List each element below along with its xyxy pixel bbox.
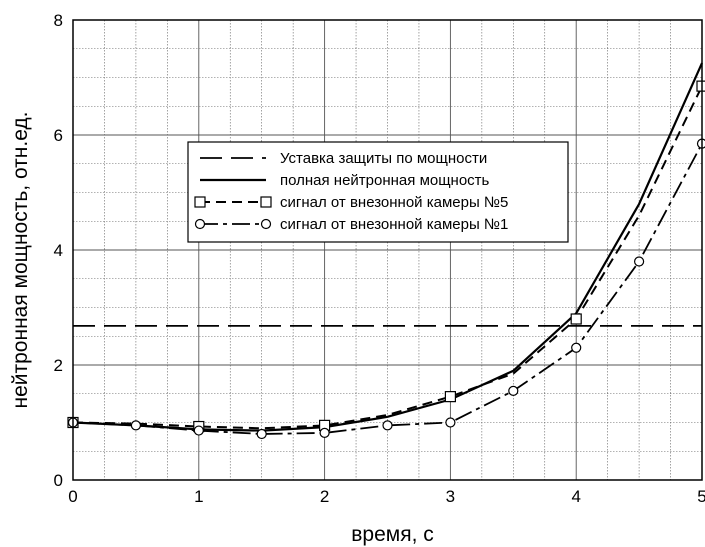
series-4-marker — [445, 417, 456, 428]
y-tick-label: 2 — [54, 356, 63, 375]
y-axis-label: нейтронная мощность, отн.ед. — [9, 111, 32, 408]
legend-marker — [260, 218, 272, 230]
series-3-marker — [696, 80, 705, 92]
series-line-3 — [72, 85, 703, 430]
grid — [72, 19, 703, 481]
legend-entry: сигнал от внезонной камеры №5 — [280, 194, 508, 211]
x-axis-label: время, с — [351, 523, 434, 546]
legend-marker — [194, 218, 206, 230]
series-4-marker — [256, 428, 267, 440]
series-4-marker — [508, 385, 519, 396]
legend-marker — [194, 196, 206, 208]
legend-entry: полная нейтронная мощность — [280, 172, 490, 189]
legend: Уставка защиты по мощности полная нейтрон… — [187, 141, 569, 243]
legend-entry: Уставка защиты по мощности — [280, 150, 487, 167]
y-tick-label: 6 — [54, 126, 63, 145]
series-4-marker — [633, 256, 645, 267]
y-tick-label: 4 — [54, 241, 63, 260]
legend-entry: сигнал от внезонной камеры №1 — [280, 216, 508, 233]
y-tick-label: 0 — [54, 471, 63, 490]
tick-labels: 0 1 2 3 4 5 0 2 4 6 8 — [54, 11, 705, 506]
plot-frame — [72, 19, 703, 481]
series-layer — [67, 62, 705, 440]
x-tick-label: 3 — [446, 487, 455, 506]
series-3-marker — [570, 313, 582, 325]
series-4-marker — [382, 420, 393, 431]
series-4-marker — [319, 427, 330, 438]
series-4-marker — [130, 420, 141, 431]
legend-marker — [260, 196, 272, 208]
series-line-4 — [72, 143, 703, 435]
x-tick-label: 2 — [320, 487, 329, 506]
series-4-marker — [571, 342, 582, 353]
x-tick-label: 1 — [194, 487, 203, 506]
series-4-marker — [193, 425, 204, 436]
y-tick-label: 8 — [54, 11, 63, 30]
series-3-marker — [444, 391, 456, 403]
x-tick-label: 4 — [571, 487, 580, 506]
x-tick-label: 5 — [697, 487, 705, 506]
x-tick-label: 0 — [68, 487, 77, 506]
